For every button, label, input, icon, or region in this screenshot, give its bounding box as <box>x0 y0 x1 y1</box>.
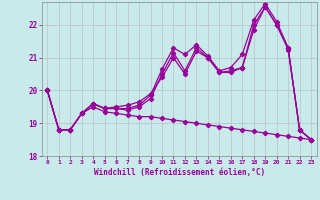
X-axis label: Windchill (Refroidissement éolien,°C): Windchill (Refroidissement éolien,°C) <box>94 168 265 177</box>
